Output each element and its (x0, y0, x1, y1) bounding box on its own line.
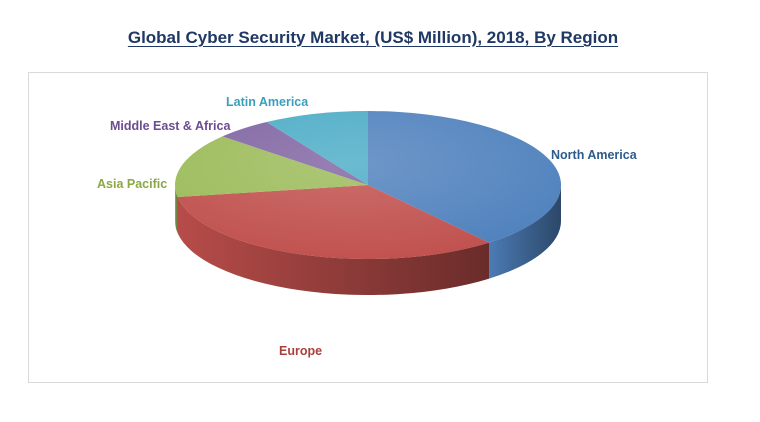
slice-label-europe: Europe (279, 344, 322, 358)
pie-side-shade-europe (177, 197, 490, 296)
pie-side-shade-north-america (489, 185, 561, 279)
slice-label-north-america: North America (551, 148, 638, 162)
pie-top-gloss (175, 111, 561, 259)
slice-label-latin-america: Latin America (226, 95, 309, 109)
pie-side-shade-asia-pacific (175, 185, 178, 234)
chart-title: Global Cyber Security Market, (US$ Milli… (127, 28, 619, 47)
slice-label-asia-pacific: Asia Pacific (97, 177, 167, 191)
slice-label-middle-east-africa: Middle East & Africa (110, 119, 231, 133)
